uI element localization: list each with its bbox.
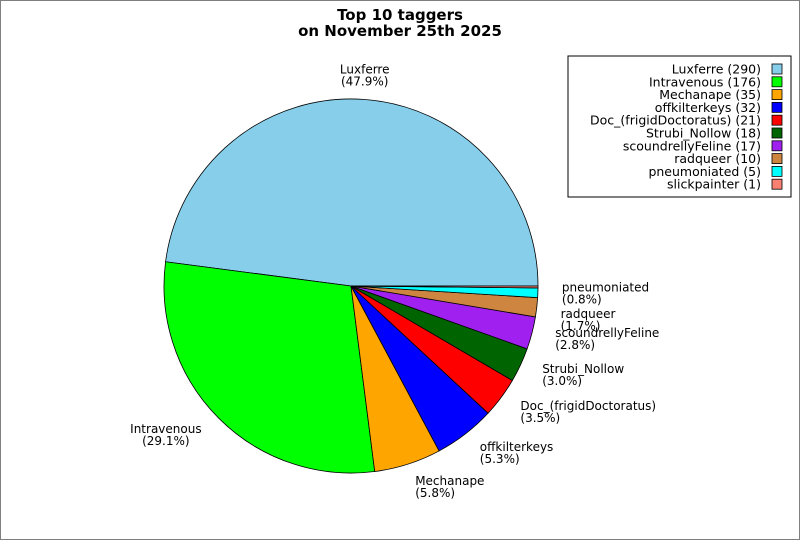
legend-swatch-radqueer bbox=[771, 153, 783, 165]
legend-label-radqueer: radqueer (10) bbox=[674, 151, 761, 166]
legend-box bbox=[567, 55, 792, 198]
slice-label-pneumoniated: pneumoniated bbox=[562, 281, 649, 295]
slice-label-luxferre: Luxferre bbox=[340, 62, 390, 76]
slice-percent-strubi-nollow: (3.0%) bbox=[542, 374, 582, 388]
slice-label-strubi-nollow: Strubi_Nollow bbox=[542, 362, 624, 376]
slice-label-scoundrellyfeline: scoundrellyFeline bbox=[555, 326, 659, 340]
slice-percent-intravenous: (29.1%) bbox=[142, 434, 189, 448]
slice-percent-mechanape: (5.8%) bbox=[415, 486, 455, 500]
slice-percent-offkilterkeys: (5.3%) bbox=[480, 452, 520, 466]
legend-swatch-strubi-nollow bbox=[771, 127, 783, 139]
legend-swatch-luxferre bbox=[771, 63, 783, 75]
slice-percent-scoundrellyfeline: (2.8%) bbox=[555, 338, 595, 352]
legend-label-mechanape: Mechanape (35) bbox=[659, 87, 761, 102]
legend-label-intravenous: Intravenous (176) bbox=[649, 74, 761, 89]
legend-swatch-mechanape bbox=[771, 89, 783, 100]
pie-slice-intravenous bbox=[163, 261, 376, 474]
slice-label-mechanape: Mechanape bbox=[415, 474, 484, 488]
legend-label-luxferre: Luxferre (290) bbox=[672, 62, 761, 77]
legend-label-doc-frigiddoctoratus: Doc_(frigidDoctoratus) (21) bbox=[590, 113, 761, 128]
legend-label-slickpainter: slickpainter (1) bbox=[667, 177, 761, 192]
legend-swatch-scoundrellyfeline bbox=[771, 140, 783, 152]
slice-label-radqueer: radqueer bbox=[561, 307, 616, 321]
slice-percent-radqueer: (1.7%) bbox=[561, 319, 601, 333]
chart-title: Top 10 taggers bbox=[337, 6, 463, 24]
slice-percent-luxferre: (47.9%) bbox=[341, 74, 388, 88]
legend-swatch-offkilterkeys bbox=[771, 102, 783, 113]
legend-label-pneumoniated: pneumoniated (5) bbox=[648, 164, 761, 179]
slice-labels: Luxferre(47.9%) Intravenous(29.1%) Mechana… bbox=[130, 62, 659, 500]
legend-swatch-doc-frigiddoctoratus bbox=[771, 114, 783, 126]
legend-label-scoundrellyfeline: scoundrellyFeline (17) bbox=[623, 138, 761, 153]
pie-slices bbox=[163, 98, 539, 474]
legend-swatch-slickpainter bbox=[771, 178, 783, 190]
slice-label-intravenous: Intravenous bbox=[130, 422, 201, 436]
legend-swatch-pneumoniated bbox=[771, 165, 783, 177]
slice-label-offkilterkeys: offkilterkeys bbox=[480, 440, 554, 454]
pie-slice-slickpainter bbox=[350, 285, 539, 289]
slice-percent-doc-frigiddoctoratus: (3.5%) bbox=[520, 411, 560, 425]
legend-swatch-intravenous bbox=[771, 76, 783, 88]
chart-subtitle: on November 25th 2025 bbox=[298, 22, 502, 40]
legend: Luxferre (290)Intravenous (176)Mechanape… bbox=[567, 55, 792, 198]
slice-percent-pneumoniated: (0.8%) bbox=[562, 293, 602, 307]
pie-slice-luxferre bbox=[165, 98, 539, 287]
legend-label-strubi-nollow: Strubi_Nollow (18) bbox=[646, 126, 761, 141]
legend-label-offkilterkeys: offkilterkeys (32) bbox=[655, 100, 761, 115]
slice-label-doc-frigiddoctoratus: Doc_(frigidDoctoratus) bbox=[520, 399, 656, 413]
